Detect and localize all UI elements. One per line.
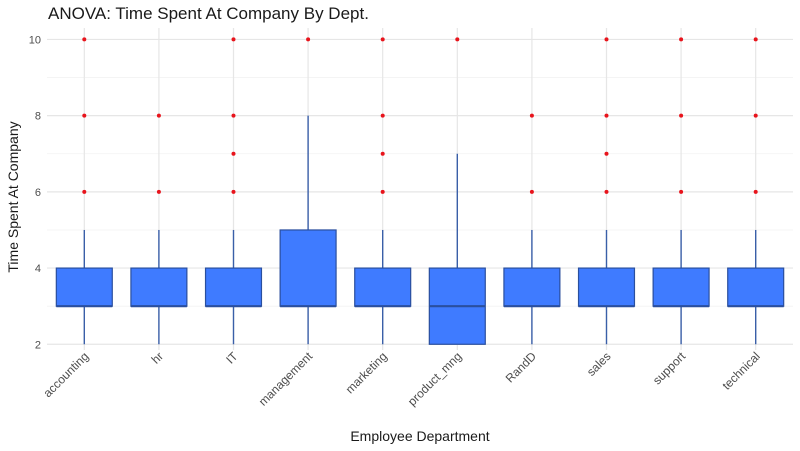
box-support (652, 37, 710, 345)
outlier-point (231, 151, 236, 156)
outlier-point (753, 37, 758, 42)
outlier-point (455, 37, 460, 42)
box-management (279, 37, 337, 345)
outlier-point (529, 113, 534, 118)
box-technical (727, 37, 785, 345)
x-tick-label: RandD (503, 349, 540, 386)
box-sales (577, 37, 636, 345)
x-tick-label: marketing (343, 349, 390, 396)
y-axis-title: Time Spent At Company (5, 121, 21, 272)
x-tick-label: technical (719, 349, 762, 392)
x-tick-label: IT (223, 349, 241, 367)
box-accounting (55, 37, 113, 345)
outlier-point (604, 151, 609, 156)
outlier-point (82, 189, 87, 194)
outlier-point (82, 113, 87, 118)
outlier-point (679, 113, 684, 118)
x-tick-label: accounting (40, 349, 91, 400)
x-tick-label: support (650, 349, 689, 388)
outlier-point (529, 189, 534, 194)
box-RandD (503, 113, 561, 345)
outlier-point (231, 189, 236, 194)
outlier-point (306, 37, 311, 42)
iqr-box (55, 267, 113, 307)
outlier-point (156, 189, 161, 194)
outlier-point (156, 113, 161, 118)
x-tick-label: hr (149, 349, 166, 366)
x-axis-title: Employee Department (350, 428, 489, 444)
chart-title: ANOVA: Time Spent At Company By Dept. (48, 4, 369, 23)
outlier-point (604, 189, 609, 194)
outlier-point (231, 37, 236, 42)
x-tick-label: management (256, 349, 316, 409)
outlier-point (380, 189, 385, 194)
y-tick-label: 4 (35, 263, 41, 275)
outlier-point (604, 113, 609, 118)
outlier-point (380, 151, 385, 156)
y-tick-label: 6 (35, 187, 41, 199)
iqr-box (727, 267, 785, 307)
outlier-point (231, 113, 236, 118)
iqr-box (354, 267, 412, 307)
x-axis-ticks: accounting hr IT management marketing product… (40, 349, 762, 409)
outlier-point (380, 113, 385, 118)
y-tick-label: 10 (29, 34, 41, 46)
y-tick-label: 2 (35, 339, 41, 351)
outlier-point (753, 189, 758, 194)
outlier-point (679, 37, 684, 42)
box-hr (130, 113, 188, 345)
outlier-point (82, 37, 87, 42)
iqr-box (279, 229, 337, 307)
box-series (55, 37, 785, 345)
outlier-point (380, 37, 385, 42)
iqr-box (130, 267, 188, 307)
iqr-box (204, 267, 263, 307)
y-axis-ticks: 2 4 6 8 10 (29, 34, 41, 351)
y-tick-label: 8 (35, 111, 41, 123)
box-marketing (354, 37, 412, 345)
iqr-box (577, 267, 636, 307)
box-IT (204, 37, 263, 345)
iqr-box (503, 267, 561, 307)
outlier-point (604, 37, 609, 42)
outlier-point (679, 189, 684, 194)
x-tick-label: sales (584, 349, 614, 379)
box-product_mng (428, 37, 486, 345)
outlier-point (753, 113, 758, 118)
x-tick-label: product_mng (405, 349, 464, 408)
iqr-box (652, 267, 710, 307)
